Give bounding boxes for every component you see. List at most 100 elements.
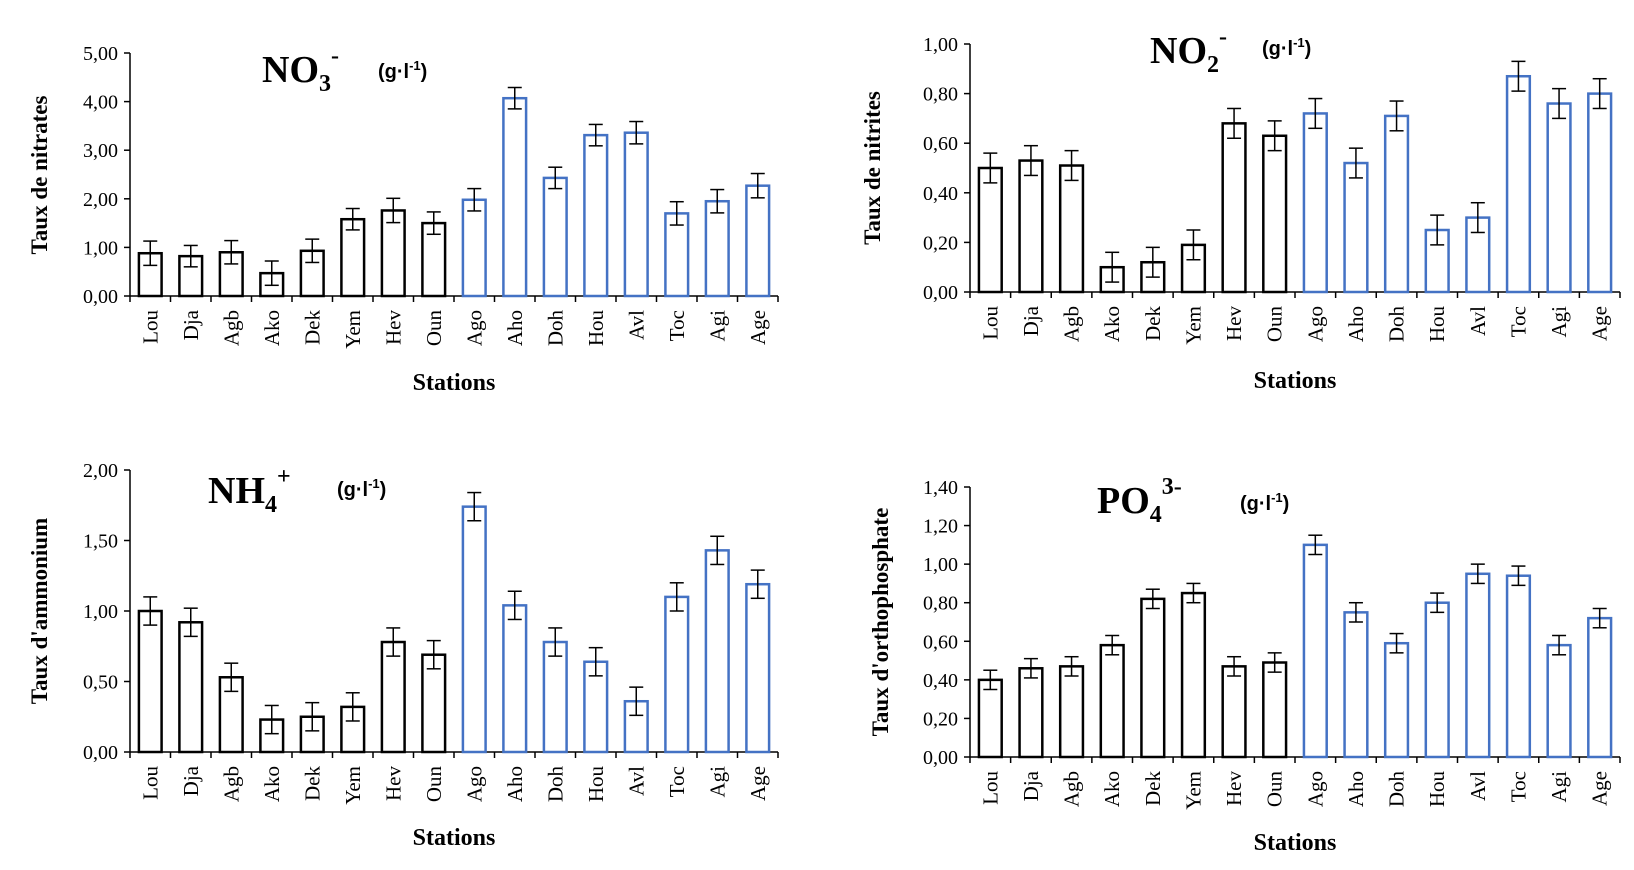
error-bar-hou — [588, 123, 603, 147]
y-axis-label: Taux d'orthophosphate — [868, 508, 893, 737]
error-bar-dek — [305, 238, 320, 264]
y-tick-label: 4,00 — [83, 92, 118, 114]
bar-avl — [1465, 572, 1491, 759]
x-tick-label-hou: Hou — [584, 310, 608, 347]
error-bar-ago — [467, 187, 482, 212]
error-bar-agi — [710, 535, 725, 566]
title-superscript: 3- — [1162, 474, 1182, 500]
error-bar-oun — [1267, 652, 1282, 673]
chart-2: 0,00 0,20 0,40 0,60 0,80 1,00 Lou Dja Agb Ako Dek Y… — [860, 24, 1621, 394]
error-bar-toc — [669, 582, 684, 612]
x-tick-label-ago: Ago — [462, 766, 486, 802]
x-tick-label-hev: Hev — [1222, 306, 1246, 341]
x-tick-label-avl: Avl — [624, 310, 648, 340]
bar-toc — [1505, 74, 1532, 294]
error-bar-age — [750, 172, 765, 199]
bar-doh — [1383, 641, 1410, 759]
bar-agi — [704, 199, 730, 298]
error-bar-doh — [1389, 100, 1404, 132]
title-superscript: - — [1219, 24, 1227, 50]
x-tick-label-age: Age — [1588, 306, 1612, 341]
bar-aho — [502, 96, 528, 298]
bar-avl — [623, 131, 649, 298]
error-bar-lou — [143, 240, 158, 267]
x-tick-label-lou: Lou — [138, 766, 162, 800]
x-tick-label-age: Age — [1588, 771, 1612, 806]
unit-superscript: -1 — [1293, 35, 1305, 50]
error-bar-doh — [548, 166, 563, 190]
title-main: NO — [1150, 30, 1207, 72]
x-tick-label-agb: Agb — [219, 766, 243, 802]
y-tick-label: 1,00 — [923, 34, 958, 56]
bar-dek — [1140, 597, 1166, 759]
bar-age — [1587, 92, 1613, 294]
unit-close: ) — [1283, 493, 1290, 515]
bar-ago — [461, 198, 487, 298]
bar-hou — [583, 133, 609, 298]
error-bar-agi — [1552, 634, 1567, 656]
bar-lou — [977, 166, 1003, 294]
unit-text: (g·l — [378, 61, 409, 83]
bar-oun — [1262, 661, 1288, 759]
bar-age — [745, 582, 771, 754]
bar-hev — [380, 640, 406, 754]
x-tick-label-hev: Hev — [381, 766, 405, 801]
error-bar-ako — [264, 260, 279, 287]
error-bar-oun — [426, 211, 441, 236]
y-tick-label: 0,00 — [83, 742, 118, 764]
error-bar-dek — [1145, 246, 1160, 278]
y-tick-label: 0,00 — [923, 282, 958, 304]
title-subscript: 3 — [319, 71, 331, 97]
x-tick-label-hev: Hev — [381, 310, 405, 345]
x-tick-label-agi: Agi — [1547, 771, 1571, 803]
bar-ako — [1099, 643, 1125, 759]
y-tick-label: 1,50 — [83, 531, 118, 553]
bar-toc — [1505, 574, 1532, 759]
error-bar-dja — [1023, 657, 1038, 679]
unit-close: ) — [380, 479, 387, 501]
x-tick-label-doh: Doh — [543, 766, 567, 803]
error-bar-dja — [183, 607, 198, 638]
error-bar-avl — [1470, 201, 1485, 234]
unit-superscript: -1 — [409, 58, 421, 73]
x-tick-label-avl: Avl — [624, 766, 648, 796]
y-tick-label: 0,80 — [923, 84, 958, 106]
x-tick-label-lou: Lou — [978, 771, 1002, 805]
error-bar-age — [1592, 77, 1607, 110]
bar-yem — [340, 217, 366, 298]
y-tick-label: 1,00 — [83, 601, 118, 623]
bar-dja — [1018, 667, 1044, 759]
x-tick-label-dja: Dja — [1019, 770, 1043, 801]
x-tick-label-aho: Aho — [503, 310, 527, 346]
y-tick-label: 1,20 — [923, 516, 958, 538]
error-bar-oun — [1267, 120, 1282, 152]
error-bar-hou — [1430, 592, 1445, 614]
x-tick-label-dek: Dek — [300, 310, 324, 345]
x-tick-label-toc: Toc — [665, 310, 689, 341]
x-tick-label-hou: Hou — [1425, 306, 1449, 343]
y-tick-label: 0,20 — [923, 232, 958, 254]
error-bar-doh — [1389, 632, 1404, 654]
x-tick-label-agi: Agi — [705, 310, 729, 342]
x-tick-label-ako: Ako — [260, 766, 284, 802]
x-tick-label-yem: Yem — [341, 766, 365, 805]
error-bar-aho — [507, 86, 522, 110]
x-tick-label-agb: Agb — [219, 310, 243, 346]
x-axis-label: Stations — [413, 370, 496, 396]
bar-age — [745, 184, 771, 298]
x-tick-label-agb: Agb — [1060, 306, 1084, 342]
bar-ago — [1302, 543, 1328, 759]
error-bar-yem — [1186, 229, 1201, 261]
x-tick-label-avl: Avl — [1466, 771, 1490, 801]
title-subscript: 4 — [1150, 502, 1162, 528]
error-bar-yem — [345, 692, 360, 722]
bar-aho — [1343, 161, 1369, 294]
error-bar-toc — [1511, 60, 1526, 92]
unit-label: (g·l-1) — [378, 58, 427, 83]
bar-aho — [1343, 611, 1369, 759]
bar-doh — [1383, 114, 1410, 294]
unit-text: (g·l — [1262, 38, 1293, 60]
error-bar-hou — [588, 646, 603, 677]
y-axis-label: Taux de nitrites — [860, 91, 885, 245]
bar-aho — [502, 604, 528, 754]
